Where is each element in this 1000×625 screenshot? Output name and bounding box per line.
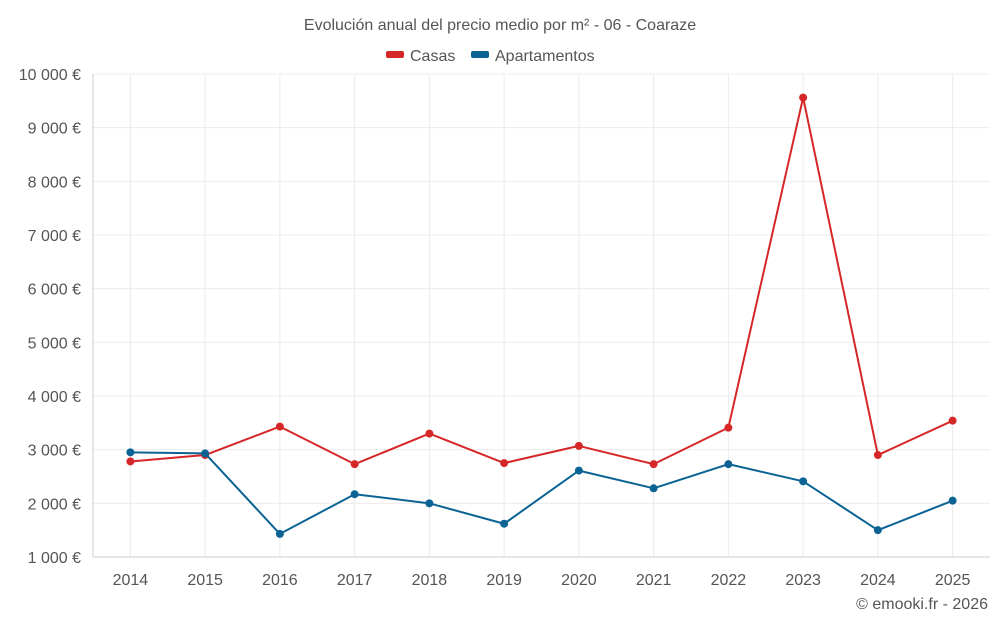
y-tick-label: 10 000 € <box>19 67 81 84</box>
data-point-apartamentos[interactable] <box>275 529 284 538</box>
x-tick-label: 2017 <box>337 572 373 589</box>
data-point-apartamentos[interactable] <box>126 448 135 457</box>
x-tick-label: 2021 <box>636 572 672 589</box>
data-point-casas[interactable] <box>126 457 135 466</box>
x-tick-label: 2014 <box>113 572 149 589</box>
y-tick-label: 3 000 € <box>28 443 81 460</box>
x-axis-ticks: 2014 2015 2016 2017 2018 2019 2020 2021 2022 2023… <box>113 572 971 589</box>
data-point-casas[interactable] <box>649 460 658 469</box>
data-point-apartamentos[interactable] <box>201 449 210 458</box>
x-tick-label: 2023 <box>785 572 821 589</box>
x-tick-label: 2015 <box>187 572 223 589</box>
data-point-apartamentos[interactable] <box>724 460 733 469</box>
x-tick-label: 2016 <box>262 572 298 589</box>
y-tick-label: 2 000 € <box>28 496 81 513</box>
data-point-casas[interactable] <box>799 93 808 102</box>
credit-text: © emooki.fr - 2026 <box>856 596 988 613</box>
data-point-apartamentos[interactable] <box>574 466 583 475</box>
data-point-casas[interactable] <box>500 459 509 468</box>
y-tick-label: 9 000 € <box>28 121 81 138</box>
data-point-apartamentos[interactable] <box>873 526 882 535</box>
grid-lines <box>92 73 990 558</box>
y-axis-ticks: 1 000 € 2 000 € 3 000 € 4 000 € 5 000 € 6 000… <box>19 67 81 567</box>
y-tick-label: 6 000 € <box>28 282 81 299</box>
y-tick-label: 8 000 € <box>28 174 81 191</box>
data-point-apartamentos[interactable] <box>500 519 509 528</box>
chart-title: Evolución anual del precio medio por m² … <box>304 17 696 34</box>
series-layer <box>126 93 957 538</box>
data-point-casas[interactable] <box>425 429 434 438</box>
x-tick-label: 2025 <box>935 572 971 589</box>
data-point-apartamentos[interactable] <box>948 496 957 505</box>
data-point-casas[interactable] <box>948 416 957 425</box>
series-line-casas <box>130 96 954 466</box>
data-point-apartamentos[interactable] <box>799 477 808 486</box>
legend-swatch-casas <box>386 51 404 58</box>
data-point-casas[interactable] <box>275 422 284 431</box>
x-tick-label: 2018 <box>412 572 448 589</box>
data-point-casas[interactable] <box>873 451 882 460</box>
data-point-apartamentos[interactable] <box>425 499 434 508</box>
y-tick-label: 7 000 € <box>28 228 81 245</box>
x-tick-label: 2024 <box>860 572 896 589</box>
data-point-casas[interactable] <box>574 441 583 450</box>
y-tick-label: 5 000 € <box>28 335 81 352</box>
data-point-casas[interactable] <box>724 423 733 432</box>
data-point-apartamentos[interactable] <box>350 490 359 499</box>
x-tick-label: 2019 <box>486 572 522 589</box>
series-line-apartamentos <box>130 451 953 535</box>
y-tick-label: 4 000 € <box>28 389 81 406</box>
y-tick-label: 1 000 € <box>28 550 81 567</box>
data-point-casas[interactable] <box>350 460 359 469</box>
legend-label-casas: Casas <box>410 48 455 65</box>
chart-legend: Casas Apartamentos <box>386 48 595 65</box>
x-tick-label: 2022 <box>711 572 747 589</box>
legend-swatch-apartamentos <box>471 51 489 58</box>
data-point-apartamentos[interactable] <box>649 484 658 493</box>
x-tick-label: 2020 <box>561 572 597 589</box>
legend-label-apartamentos: Apartamentos <box>495 48 595 65</box>
